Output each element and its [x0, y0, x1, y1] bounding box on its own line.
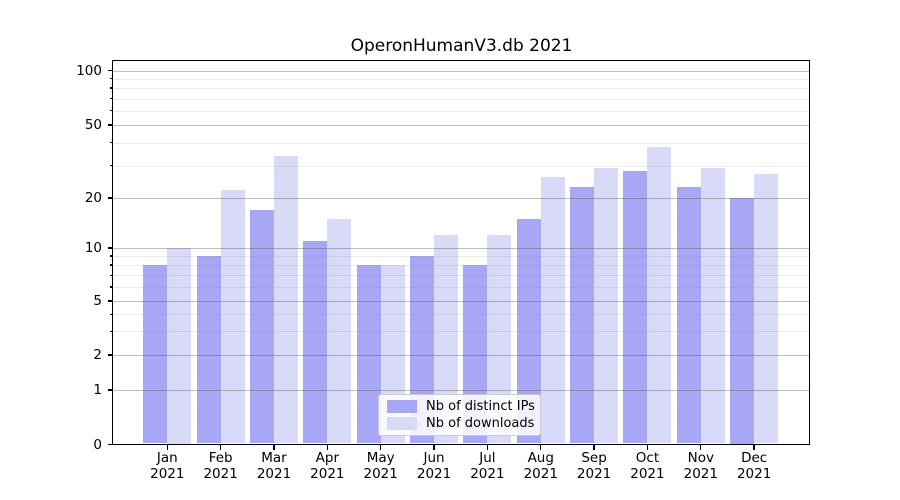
legend-item-downloads: Nb of downloads: [387, 415, 535, 431]
bar-nb-of-downloads-jan: [167, 248, 192, 444]
bar-nb-of-downloads-apr: [327, 218, 352, 444]
legend-swatch-downloads-icon: [387, 416, 417, 430]
bar-nb-of-downloads-oct: [647, 146, 672, 444]
legend-label-distinct-ips: Nb of distinct IPs: [426, 398, 535, 414]
bar-nb-of-downloads-nov: [700, 168, 725, 444]
legend-item-distinct-ips: Nb of distinct IPs: [387, 398, 535, 414]
chart-title: OperonHumanV3.db 2021: [350, 36, 573, 56]
bar-nb-of-downloads-mar: [274, 155, 298, 444]
bar-nb-of-distinct-ips-apr: [303, 241, 328, 444]
bar-nb-of-distinct-ips-nov: [676, 186, 701, 444]
bar-nb-of-distinct-ips-may: [356, 265, 381, 444]
bar-nb-of-distinct-ips-dec: [730, 198, 755, 444]
bar-nb-of-downloads-dec: [754, 174, 779, 444]
bar-nb-of-downloads-aug: [540, 177, 565, 444]
legend-label-downloads: Nb of downloads: [426, 415, 535, 431]
legend: Nb of distinct IPs Nb of downloads: [378, 393, 541, 436]
legend-swatch-distinct-ips-icon: [387, 399, 417, 413]
bar-nb-of-distinct-ips-sep: [570, 186, 595, 444]
bar-nb-of-distinct-ips-jan: [143, 265, 168, 444]
bar-nb-of-distinct-ips-mar: [250, 209, 274, 444]
bar-nb-of-downloads-sep: [594, 168, 619, 444]
bar-nb-of-distinct-ips-feb: [196, 256, 221, 444]
bar-nb-of-distinct-ips-oct: [623, 171, 648, 444]
bar-nb-of-downloads-feb: [220, 190, 245, 444]
